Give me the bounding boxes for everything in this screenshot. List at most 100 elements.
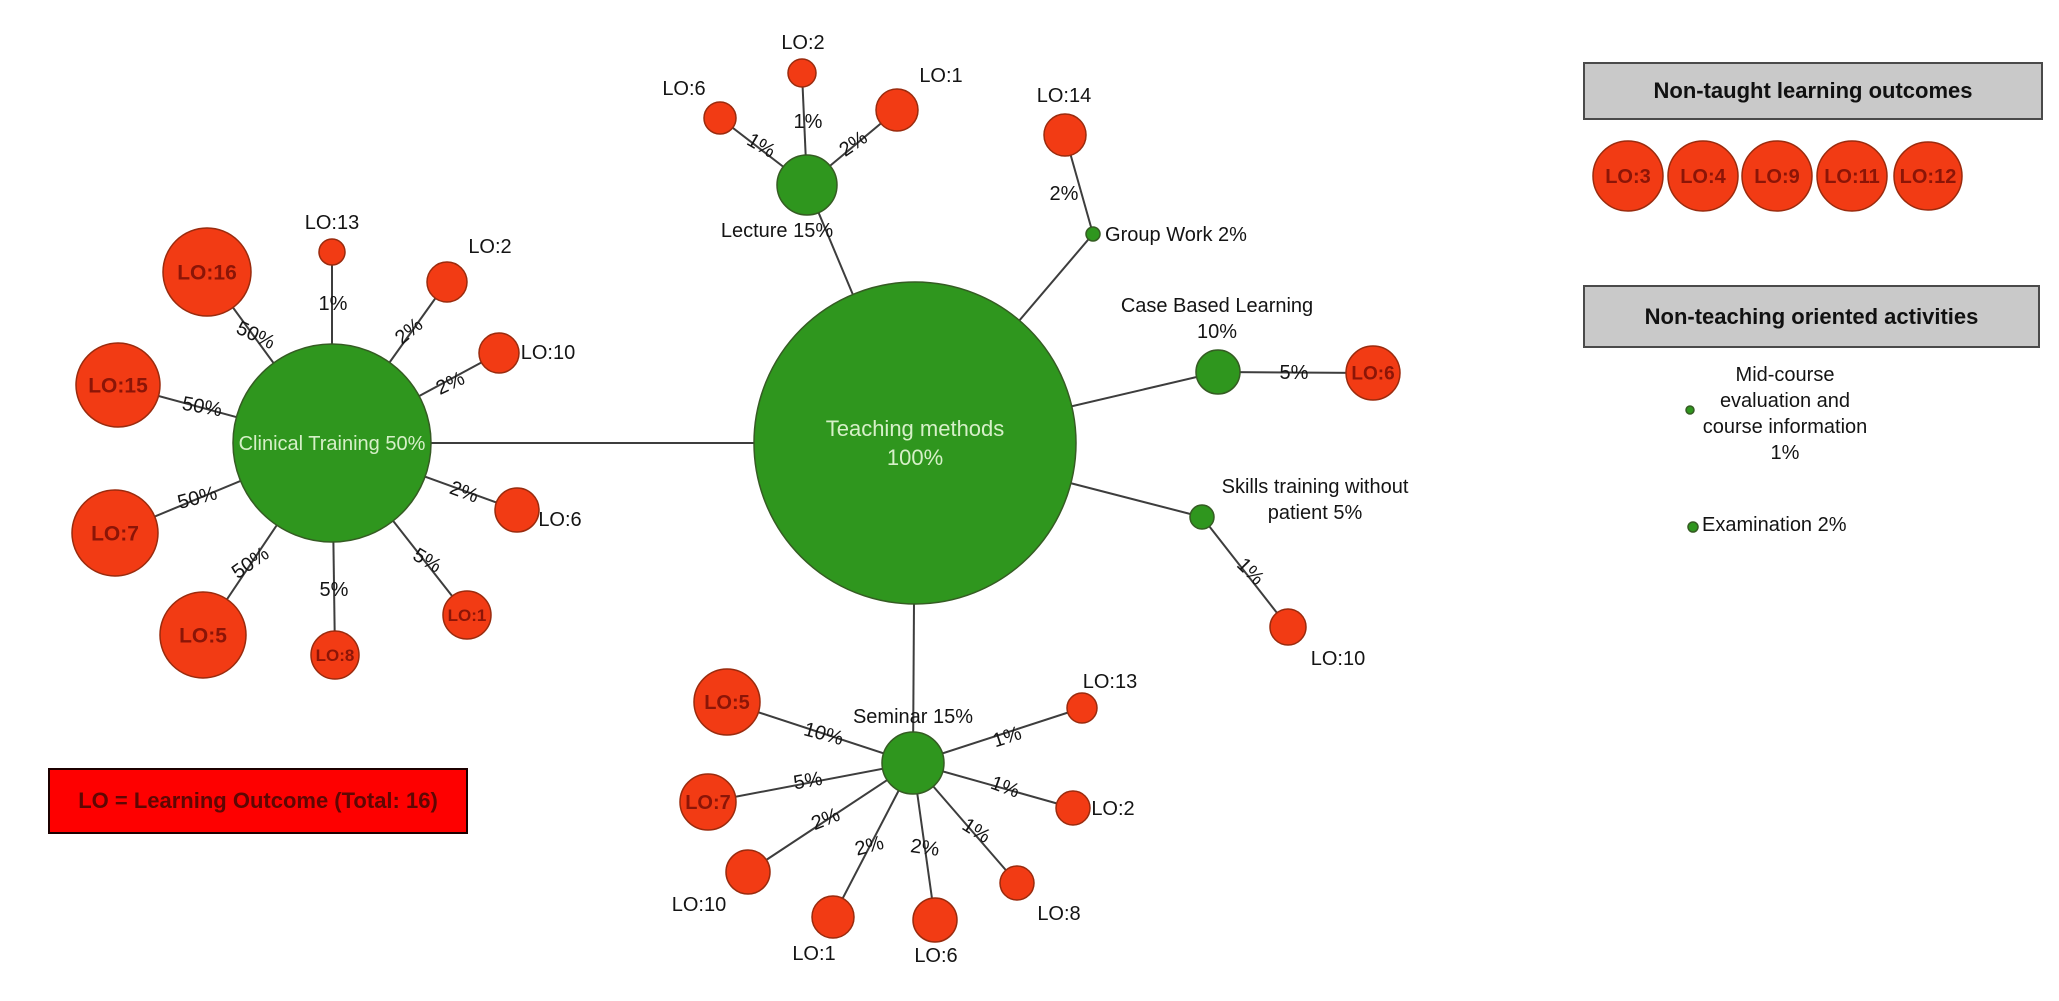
node-label-l2: LO:2 [781,32,824,54]
edge-weight-label-lecture-l6: 1% [743,129,779,163]
activity-node-lecture [776,154,838,216]
node-label-g14: LO:14 [1037,85,1091,107]
learning-outcome-node-leg12 [1893,141,1963,211]
edge-weight-label-seminar-se8: 1% [958,814,994,848]
edge-weight-label-cbl-cb6: 5% [1280,362,1309,384]
activity-node-clinical [232,343,432,543]
midcourse-line-4: 1% [1770,442,1800,464]
node-label-l6: LO:6 [662,78,705,100]
learning-outcome-node-se13 [1066,692,1098,724]
edge-weight-label-clinical-c13: 1% [319,293,348,315]
edge-weight-label-seminar-se5: 10% [801,718,846,750]
learning-outcome-node-c7c [71,489,159,577]
examination-label: Examination 2% [1702,514,1847,536]
node-label-se8: LO:8 [1037,903,1080,925]
edge-weight-label-seminar-se10: 2% [808,804,843,835]
edge-weight-label-clinical-c8c: 5% [320,579,349,601]
edge-weight-label-clinical-c5c: 50% [228,542,274,583]
activity-node-teaching [753,281,1077,605]
learning-outcome-node-se5 [693,668,761,736]
node-label-c1c: LO:1 [448,606,487,625]
node-label-se7: LO:7 [685,792,731,814]
edge-weight-label-clinical-c15: 50% [180,393,223,422]
node-label-se6: LO:6 [914,945,957,967]
node-label-c2c: LO:2 [468,236,511,258]
edge-weight-label-skills-s10: 1% [1232,554,1268,590]
edge-weight-label-clinical-c6c: 2% [447,477,482,508]
node-label-c7c: LO:7 [91,522,139,545]
midcourse-line-1: Mid-course [1735,364,1835,386]
learning-outcome-node-c2c [426,261,468,303]
edge-weight-label-lecture-l2: 1% [794,111,823,133]
edge-seminar-se7 [707,762,914,803]
node-label-leg12: LO:12 [1900,166,1957,188]
learning-outcome-node-c5c [159,591,247,679]
node-label-se13: LO:13 [1083,671,1137,693]
node-label-clinical: Clinical Training 50% [239,433,426,455]
node-label-se5: LO:5 [704,692,750,714]
edge-weight-label-clinical-c16: 50% [233,317,279,354]
node-label-c8c: LO:8 [316,646,355,665]
node-label-teaching: Teaching methods 100% [826,416,1005,470]
learning-outcome-node-leg3 [1592,140,1664,212]
learning-outcome-node-s10 [1269,608,1307,646]
midcourse-line-2: evaluation and [1719,390,1851,412]
learning-outcome-node-cb6 [1345,345,1401,401]
edge-weight-label-seminar-se2: 1% [988,772,1023,803]
learning-outcome-node-se1 [811,895,855,939]
edge-weight-label-clinical-c7c: 50% [175,482,220,514]
edge-weight-label-groupwork-g14: 2% [1050,183,1079,205]
node-label-leg4: LO:4 [1680,166,1726,188]
learning-outcome-node-c13 [318,238,346,266]
learning-outcome-node-se2 [1055,790,1091,826]
node-label-groupwork: Group Work 2% [1105,224,1247,246]
activity-node-skills [1189,504,1215,530]
edge-weight-label-clinical-c2c: 2% [391,314,427,350]
node-label-se1: LO:1 [792,943,835,965]
node-label-l1: LO:1 [919,65,962,87]
node-label-c5c: LO:5 [179,624,227,647]
node-label-c10c: LO:10 [521,342,575,364]
edge-seminar-se10 [747,762,914,873]
node-label-cb6: LO:6 [1351,364,1394,385]
edge-weight-label-seminar-se13: 1% [990,722,1024,752]
learning-outcome-node-g14 [1043,113,1087,157]
learning-outcome-node-c15 [75,342,161,428]
learning-outcome-node-leg9 [1741,140,1813,212]
learning-outcome-node-se10 [725,849,771,895]
node-label-se10: LO:10 [672,894,726,916]
learning-outcome-node-c10c [478,332,520,374]
learning-outcome-node-l6 [703,101,737,135]
node-label-c15: LO:15 [88,374,148,397]
lo-key-box: LO = Learning Outcome (Total: 16) [48,768,468,834]
midcourse-evaluation-label: Mid-course evaluation and course informa… [1690,362,1880,466]
node-label-c6c: LO:6 [538,509,581,531]
node-label-c13: LO:13 [305,212,359,234]
activity-node-seminar [881,731,945,795]
activity-node-cbl [1195,349,1241,395]
learning-outcome-node-c8c [310,630,360,680]
node-label-seminar: Seminar 15% [853,706,973,728]
non-taught-legend-header: Non-taught learning outcomes [1583,62,2043,120]
node-label-c16: LO:16 [177,261,237,284]
learning-outcome-node-l2 [787,58,817,88]
learning-outcome-node-se7 [679,773,737,831]
learning-outcome-node-se6 [912,897,958,943]
learning-outcome-node-leg4 [1667,140,1739,212]
node-label-se2: LO:2 [1091,798,1134,820]
learning-outcome-node-c16 [162,227,252,317]
activity-node-groupwork [1085,226,1101,242]
node-label-lecture: Lecture 15% [721,220,834,242]
learning-outcome-node-se8 [999,865,1035,901]
node-label-leg11: LO:11 [1824,166,1880,188]
edge-weight-label-seminar-se7: 5% [792,768,825,795]
edge-weight-label-seminar-se6: 2% [909,835,941,861]
node-label-cbl: Case Based Learning 10% [1121,295,1313,343]
learning-outcome-node-l1 [875,88,919,132]
node-label-leg3: LO:3 [1605,166,1651,188]
activity-node-dot-exam [1687,521,1699,533]
learning-outcome-node-c1c [442,590,492,640]
node-label-leg9: LO:9 [1754,166,1800,188]
edge-skills-s10 [1201,516,1289,628]
